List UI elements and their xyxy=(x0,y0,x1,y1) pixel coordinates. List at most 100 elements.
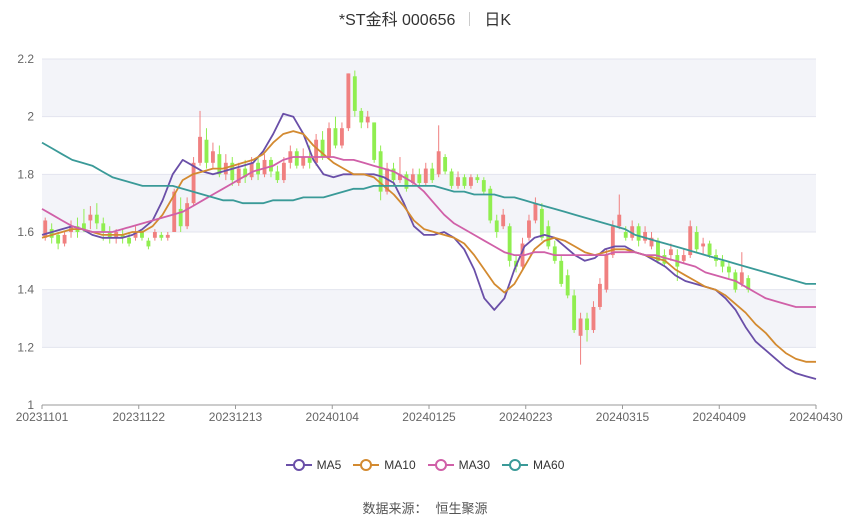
candle-body xyxy=(585,318,589,331)
candle-body xyxy=(681,255,686,261)
candle-body xyxy=(565,275,570,296)
x-tick-label: 20240409 xyxy=(693,410,747,424)
candle xyxy=(707,240,712,258)
legend-label: MA30 xyxy=(458,458,491,472)
candle xyxy=(604,249,609,293)
candle-body xyxy=(262,159,267,175)
candle xyxy=(372,122,377,163)
data-source: 数据来源： 恒生聚源 xyxy=(0,498,850,517)
candle xyxy=(146,237,151,250)
candle xyxy=(62,232,67,247)
candle-body xyxy=(249,162,254,178)
candle xyxy=(178,197,183,232)
x-tick-label: 20231213 xyxy=(209,410,263,424)
candle-body xyxy=(275,171,280,181)
candle-body xyxy=(449,171,454,186)
candle-body xyxy=(423,168,428,183)
legend-swatch xyxy=(353,458,380,472)
candle xyxy=(423,162,428,186)
legend-swatch xyxy=(427,458,454,472)
candle xyxy=(688,220,693,258)
x-tick-label: 20231122 xyxy=(113,410,166,424)
candle-body xyxy=(314,139,319,163)
candle-body xyxy=(559,260,564,284)
candle xyxy=(430,162,435,183)
candle-body xyxy=(146,240,151,247)
candle xyxy=(494,214,499,238)
candle-body xyxy=(81,223,86,230)
candle-body xyxy=(198,136,202,163)
legend-item-ma10[interactable]: MA10 xyxy=(353,458,416,472)
candle xyxy=(185,197,190,230)
candle xyxy=(159,232,164,241)
candle xyxy=(165,232,170,241)
candle-body xyxy=(707,243,712,256)
candle-body xyxy=(352,76,357,111)
candle-body xyxy=(610,226,615,256)
candle xyxy=(578,312,583,365)
candle-body xyxy=(443,157,448,172)
candle-body xyxy=(159,234,164,238)
legend-swatch xyxy=(502,458,529,472)
candle xyxy=(552,240,557,264)
grid-band xyxy=(42,289,816,348)
candle xyxy=(533,197,538,224)
candle xyxy=(262,154,267,178)
candle-body xyxy=(127,237,132,244)
legend-label: MA10 xyxy=(384,458,416,472)
candle-body xyxy=(572,295,577,331)
candle xyxy=(572,289,577,333)
candle xyxy=(140,229,144,241)
chart-title: *ST金科 000656 日K xyxy=(0,6,850,29)
candle-body xyxy=(701,243,706,247)
candle xyxy=(378,145,383,201)
legend-swatch xyxy=(285,458,312,472)
candle-body xyxy=(591,306,596,331)
candle-body xyxy=(281,162,286,181)
candle xyxy=(468,174,473,189)
candlestick-chart: 1 1.2 1.4 1.6 1.8 2 2.2 20231101 20231122 2023121… xyxy=(16,52,843,424)
legend-item-ma60[interactable]: MA60 xyxy=(502,458,564,472)
candle-body xyxy=(256,162,261,175)
y-tick-label: 1 xyxy=(27,398,34,412)
candle xyxy=(210,142,215,169)
candle xyxy=(501,208,506,230)
source-label: 数据来源： xyxy=(362,501,428,516)
legend-item-ma30[interactable]: MA30 xyxy=(427,458,491,472)
candle xyxy=(462,174,467,189)
candle-body xyxy=(501,214,506,227)
candle-body xyxy=(243,168,248,178)
x-tick-label: 20231101 xyxy=(16,410,69,424)
candle xyxy=(49,223,54,244)
candle xyxy=(333,116,338,149)
candle xyxy=(314,133,319,166)
ma-line-ma5 xyxy=(41,112,817,380)
candle xyxy=(339,122,344,149)
ma-line-ma30 xyxy=(41,156,816,308)
candle xyxy=(610,220,615,258)
title-separator xyxy=(469,12,471,26)
legend-item-ma5[interactable]: MA5 xyxy=(285,458,341,472)
candle xyxy=(449,168,454,189)
candle-body xyxy=(507,226,512,261)
candle xyxy=(152,229,157,241)
candle xyxy=(243,159,248,183)
candle xyxy=(597,278,602,310)
candle-body xyxy=(533,203,538,221)
y-tick-label: 1.8 xyxy=(17,167,34,181)
x-tick-label: 20240223 xyxy=(499,410,553,424)
grid-band xyxy=(42,116,816,175)
candle xyxy=(475,174,480,183)
candle-body xyxy=(688,226,693,256)
candle-body xyxy=(430,168,435,181)
candle-body xyxy=(359,110,364,123)
candle xyxy=(281,157,286,183)
candle-body xyxy=(185,203,190,227)
candle-body xyxy=(436,151,441,175)
candle-body xyxy=(339,128,344,146)
chart-legend: MA5 MA10 MA30 MA60 xyxy=(0,458,850,475)
candle-body xyxy=(172,191,177,232)
candle-body xyxy=(475,177,480,181)
candle xyxy=(301,148,306,169)
candle-body xyxy=(539,208,544,238)
